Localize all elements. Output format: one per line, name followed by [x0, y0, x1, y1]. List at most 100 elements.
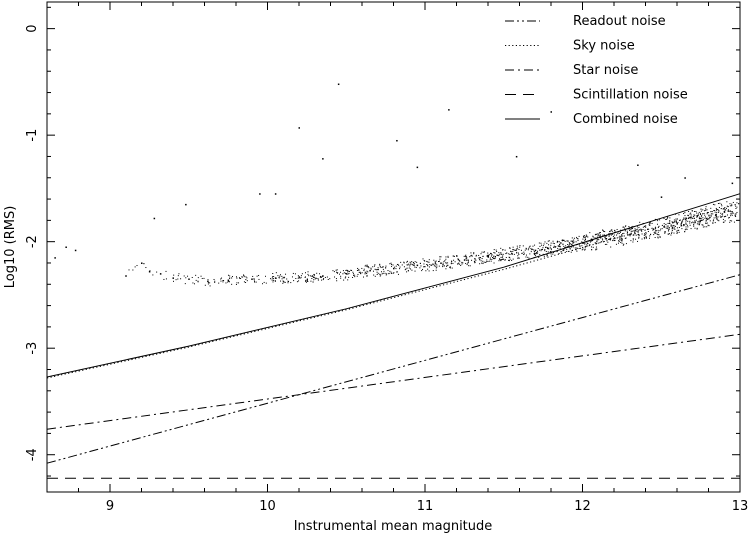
scatter-density-point [630, 240, 632, 242]
scatter-density-point [345, 269, 347, 271]
scatter-density-point [554, 246, 556, 248]
scatter-density-point [632, 241, 634, 243]
scatter-density-point [609, 238, 611, 240]
scatter-density-point [497, 254, 499, 256]
scatter-density-point [342, 273, 344, 275]
scatter-density-point [530, 249, 532, 251]
scatter-density-point [500, 260, 502, 262]
scatter-density-point [413, 264, 415, 266]
scatter-density-point [687, 226, 689, 228]
scatter-density-point [657, 220, 659, 222]
scatter-density-point [651, 222, 653, 224]
scatter-density-point [603, 234, 605, 236]
scatter-density-point [584, 239, 586, 241]
scatter-density-point [548, 240, 550, 242]
scatter-point [65, 246, 67, 248]
scatter-density-point [305, 280, 307, 282]
scatter-density-point [673, 219, 675, 221]
scatter-density-point [689, 222, 691, 224]
scatter-density-point [278, 276, 280, 278]
scatter-density-point [566, 248, 568, 250]
scatter-density-point [603, 230, 605, 232]
scatter-density-point [530, 247, 532, 249]
scatter-density-point [620, 229, 622, 231]
scatter-density-point [549, 246, 551, 248]
scatter-density-point [278, 277, 280, 279]
scatter-density-point [403, 261, 405, 263]
scatter-density-point [659, 230, 661, 232]
scatter-density-point [570, 251, 572, 253]
scatter-density-point [598, 235, 600, 237]
scatter-density-point [149, 270, 151, 272]
scatter-density-point [560, 242, 562, 244]
scatter-density-point [504, 259, 506, 261]
scatter-density-point [319, 273, 321, 275]
scatter-density-point [647, 228, 649, 230]
scatter-density-point [340, 271, 342, 273]
scatter-density-point [591, 246, 593, 248]
scatter-density-point [621, 234, 623, 236]
scatter-density-point [708, 215, 710, 217]
scatter-density-point [629, 228, 631, 230]
scatter-density-point [253, 278, 255, 280]
scatter-density-point [488, 260, 490, 262]
scatter-density-point [356, 269, 358, 271]
scatter-density-point [706, 209, 708, 211]
scatter-density-point [582, 238, 584, 240]
scatter-density-point [637, 240, 639, 242]
x-axis: 9 10 11 12 13 [46, 2, 748, 514]
scatter-density-point [562, 239, 564, 241]
scatter-density-point [659, 236, 661, 238]
scatter-density-point [425, 270, 427, 272]
scatter-point [393, 267, 395, 270]
scatter-density-point [292, 272, 294, 274]
scatter-density-point [546, 242, 548, 244]
scatter-density-point [696, 223, 698, 225]
scatter-density-point [396, 271, 398, 273]
scatter-density-point [692, 221, 694, 223]
scatter-density-point [482, 262, 484, 264]
scatter-density-point [714, 222, 716, 224]
series-line-combined-noise [46, 193, 741, 378]
scatter-density-point [721, 213, 723, 215]
scatter-density-point [528, 247, 530, 249]
scatter-density-point [526, 248, 528, 250]
scatter-density-point [548, 244, 550, 246]
scatter-density-point [586, 242, 588, 244]
scatter-density-point [611, 233, 613, 235]
scatter-density-point [312, 276, 314, 278]
legend: Readout noise Sky noise Star noise Scintill… [505, 14, 688, 127]
scatter-density-point [674, 221, 676, 223]
scatter-density-point [501, 253, 503, 255]
scatter-density-point [636, 226, 638, 228]
scatter-density-point [481, 258, 483, 260]
scatter-density-point [420, 265, 422, 267]
scatter-density-point [380, 271, 382, 273]
scatter-density-point [645, 237, 647, 239]
scatter-density-point [482, 260, 484, 262]
scatter-density-point [673, 226, 675, 228]
x-tick-label: 11 [417, 499, 434, 514]
scatter-density-point [690, 228, 692, 230]
scatter-density-point [364, 265, 366, 267]
scatter-density-point [683, 224, 685, 226]
scatter-density-point [598, 232, 600, 234]
scatter-density-point [235, 276, 237, 278]
scatter-density-point [387, 270, 389, 272]
scatter-density-point [414, 270, 416, 272]
scatter-density-point [461, 263, 463, 265]
scatter-density-point [524, 249, 526, 251]
scatter-density-point [314, 278, 316, 280]
scatter-density-point [540, 242, 542, 244]
scatter-density-point [669, 220, 671, 222]
scatter-density-point [195, 279, 197, 281]
scatter-density-point [547, 251, 549, 253]
scatter-density-point [676, 230, 678, 232]
scatter-density-point [192, 282, 194, 284]
scatter-density-point [684, 212, 686, 214]
scatter-density-point [590, 238, 592, 240]
scatter-density-point [586, 244, 588, 246]
scatter-density-point [246, 277, 248, 279]
scatter-density-point [641, 233, 643, 235]
scatter-density-point [539, 249, 541, 251]
